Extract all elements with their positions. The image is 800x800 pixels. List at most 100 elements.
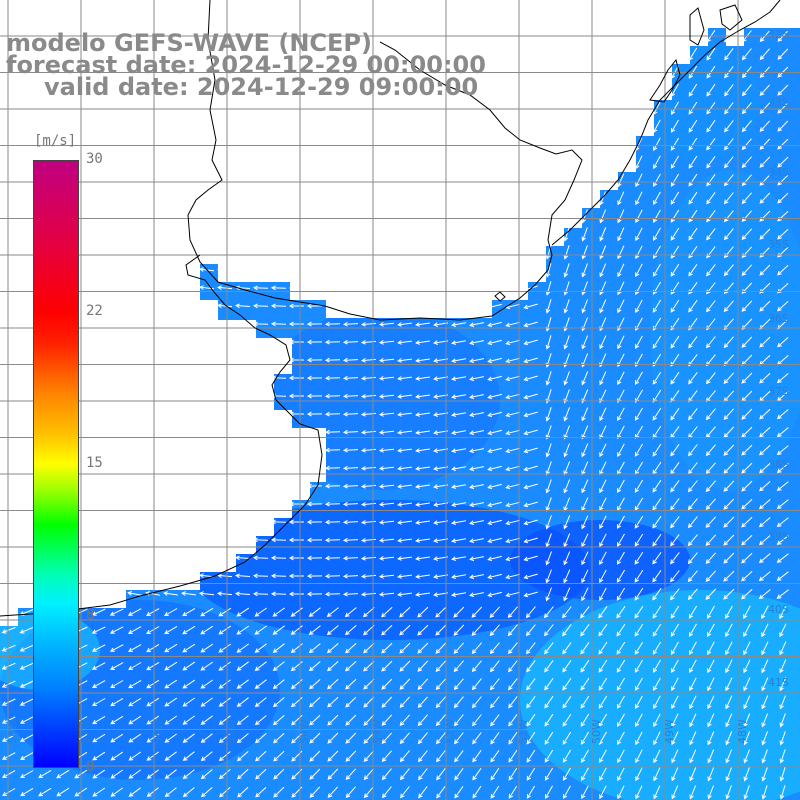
- wind-arrow: [724, 120, 734, 133]
- wind-arrow: [779, 659, 787, 674]
- wind-arrow: [616, 569, 626, 583]
- wind-arrow: [617, 443, 625, 458]
- wind-arrow: [670, 227, 680, 241]
- wind-arrow: [254, 679, 267, 689]
- wind-arrow: [326, 643, 339, 654]
- wind-arrow: [128, 697, 142, 707]
- wind-arrow: [688, 191, 698, 205]
- wind-arrow: [342, 357, 359, 363]
- wind-arrow: [472, 714, 482, 727]
- wind-arrow: [707, 677, 715, 692]
- wind-arrow: [599, 515, 607, 530]
- wind-arrow: [128, 644, 142, 652]
- wind-arrow: [487, 447, 502, 454]
- wind-arrow: [399, 750, 410, 763]
- wind-arrow: [581, 443, 589, 458]
- wind-arrow: [146, 787, 159, 797]
- wind-arrow: [671, 749, 679, 764]
- wind-arrow: [38, 769, 52, 779]
- wind-arrow: [381, 678, 393, 690]
- lat-label: 36S: [768, 312, 789, 325]
- wind-arrow: [563, 227, 570, 242]
- wind-arrow: [110, 769, 123, 779]
- wind-arrow: [526, 713, 536, 727]
- wind-arrow: [381, 786, 392, 799]
- wind-arrow: [91, 698, 106, 707]
- lon-label: 50W: [590, 719, 603, 744]
- wind-arrow: [523, 303, 538, 310]
- wind-arrow: [581, 587, 589, 602]
- colorbar: [33, 160, 79, 768]
- wind-arrow: [397, 592, 412, 597]
- wind-arrow: [723, 264, 734, 277]
- wind-arrow: [490, 767, 500, 781]
- wind-arrow: [327, 678, 339, 690]
- wind-arrow: [652, 407, 662, 421]
- wind-arrow: [743, 677, 751, 692]
- wind-arrow: [252, 573, 269, 579]
- wind-arrow: [270, 321, 287, 327]
- wind-arrow: [599, 551, 607, 566]
- wind-arrow: [342, 393, 359, 399]
- wind-arrow: [1, 716, 16, 724]
- wind-arrow: [706, 605, 715, 620]
- wind-arrow: [471, 624, 483, 636]
- wind-arrow: [1, 788, 16, 797]
- wind-arrow: [378, 447, 395, 453]
- wind-arrow: [378, 573, 395, 579]
- wind-arrow: [670, 444, 680, 457]
- wind-arrow: [451, 466, 466, 471]
- wind-arrow: [453, 696, 464, 709]
- wind-arrow: [741, 192, 752, 205]
- wind-arrow: [254, 697, 267, 708]
- wind-arrow: [397, 340, 412, 345]
- wind-arrow: [563, 569, 571, 584]
- wind-arrow: [327, 714, 339, 726]
- wind-arrow: [525, 606, 536, 619]
- wind-arrow: [759, 481, 771, 492]
- wind-arrow: [525, 624, 536, 637]
- wind-speed-patch: [510, 520, 690, 600]
- wind-arrow: [128, 787, 141, 797]
- wind-arrow: [635, 713, 643, 727]
- wind-arrow: [634, 623, 644, 637]
- wind-arrow: [635, 695, 643, 709]
- wind-arrow: [182, 769, 195, 780]
- wind-arrow: [741, 84, 752, 97]
- wind-arrow: [741, 462, 753, 474]
- wind-arrow: [635, 785, 643, 800]
- wind-arrow: [670, 623, 680, 637]
- wind-arrow: [272, 661, 285, 672]
- wind-arrow: [487, 501, 502, 508]
- wind-arrow: [236, 643, 249, 653]
- wind-arrow: [1, 644, 16, 652]
- wind-arrow: [306, 321, 323, 327]
- wind-arrow: [306, 393, 323, 399]
- wind-arrow: [288, 537, 304, 543]
- wind-arrow: [417, 606, 429, 618]
- wind-arrow: [487, 573, 502, 580]
- wind-arrow: [415, 358, 430, 363]
- wind-arrow: [581, 767, 589, 781]
- wind-arrow: [19, 698, 34, 706]
- wind-arrow: [598, 695, 608, 709]
- wind-arrow: [653, 677, 661, 691]
- wind-arrow: [671, 695, 679, 710]
- wind-arrow: [378, 429, 395, 435]
- wind-arrow: [725, 731, 733, 746]
- wind-arrow: [776, 517, 789, 528]
- wind-arrow: [652, 479, 662, 493]
- wind-arrow: [687, 588, 698, 601]
- wind-arrow: [776, 535, 789, 545]
- wind-arrow: [688, 173, 698, 187]
- wind-arrow: [451, 394, 466, 399]
- wind-arrow: [145, 626, 160, 635]
- lat-label: 34S: [768, 166, 789, 179]
- wind-arrow: [415, 520, 430, 525]
- wind-arrow: [505, 393, 520, 400]
- wind-arrow: [652, 659, 661, 673]
- wind-arrow: [526, 749, 536, 763]
- wind-arrow: [218, 697, 231, 707]
- wind-arrow: [580, 659, 590, 673]
- wind-arrow: [581, 569, 589, 584]
